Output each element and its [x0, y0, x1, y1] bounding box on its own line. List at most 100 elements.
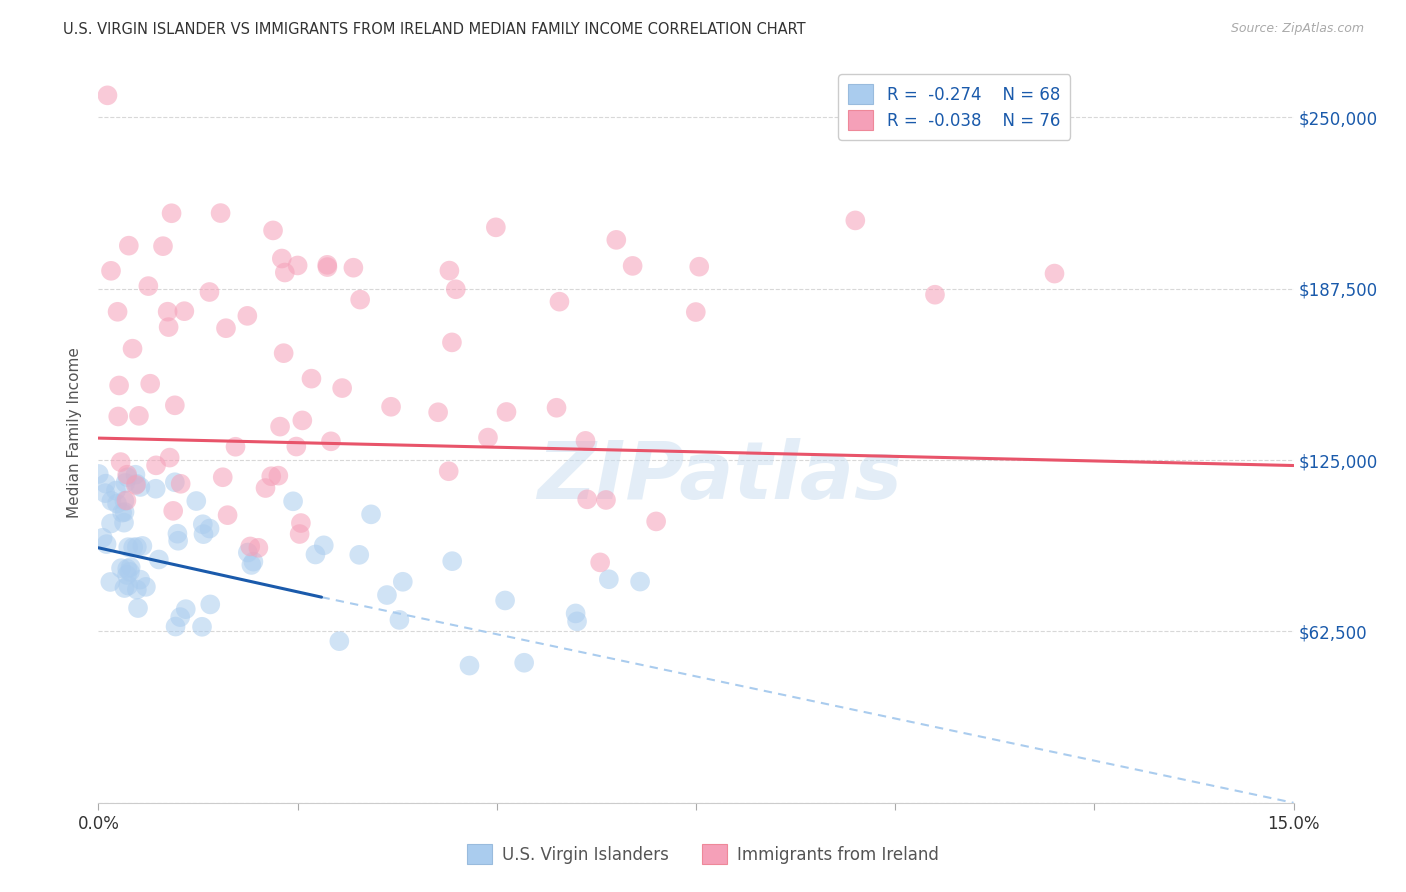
Point — [115, 467, 138, 482]
Point — [117, 540, 139, 554]
Point — [198, 522, 221, 536]
Point — [274, 266, 297, 280]
Point — [440, 335, 463, 350]
Point — [124, 467, 146, 482]
Point — [125, 582, 148, 597]
Point — [254, 481, 277, 495]
Point — [107, 305, 129, 319]
Text: Source: ZipAtlas.com: Source: ZipAtlas.com — [1230, 22, 1364, 36]
Point — [98, 574, 121, 589]
Point — [128, 409, 150, 423]
Point — [117, 578, 139, 592]
Legend: U.S. Virgin Islanders, Immigrants from Ireland: U.S. Virgin Islanders, Immigrants from I… — [460, 838, 946, 871]
Point — [122, 541, 145, 555]
Point — [273, 346, 295, 360]
Point — [260, 469, 283, 483]
Point — [287, 259, 309, 273]
Text: ZIPatlas: ZIPatlas — [537, 438, 903, 516]
Point — [391, 574, 413, 589]
Point — [688, 260, 710, 274]
Point — [225, 440, 247, 454]
Point — [200, 598, 222, 612]
Point — [165, 619, 187, 633]
Point — [388, 613, 411, 627]
Point — [145, 482, 167, 496]
Point — [444, 282, 467, 296]
Text: U.S. VIRGIN ISLANDER VS IMMIGRANTS FROM IRELAND MEDIAN FAMILY INCOME CORRELATION: U.S. VIRGIN ISLANDER VS IMMIGRANTS FROM … — [63, 22, 806, 37]
Point — [239, 540, 262, 554]
Point — [193, 527, 215, 541]
Point — [129, 573, 152, 587]
Point — [360, 508, 382, 522]
Point — [548, 294, 571, 309]
Point — [135, 580, 157, 594]
Point — [1043, 267, 1066, 281]
Point — [301, 371, 323, 385]
Point — [114, 494, 136, 508]
Point — [349, 548, 371, 562]
Point — [104, 483, 127, 498]
Point — [316, 258, 339, 272]
Point — [565, 615, 588, 629]
Point — [844, 213, 866, 227]
Point — [166, 526, 188, 541]
Point — [100, 264, 122, 278]
Point — [115, 568, 138, 582]
Point — [152, 239, 174, 253]
Point — [87, 467, 110, 481]
Point — [267, 468, 290, 483]
Point — [236, 309, 259, 323]
Point — [628, 574, 651, 589]
Point — [94, 476, 117, 491]
Point — [240, 558, 263, 572]
Point — [114, 581, 136, 595]
Point — [242, 555, 264, 569]
Point — [546, 401, 568, 415]
Point — [148, 552, 170, 566]
Point — [262, 223, 284, 237]
Point — [495, 405, 517, 419]
Point — [118, 565, 141, 579]
Point — [96, 537, 118, 551]
Point — [112, 516, 135, 530]
Point — [110, 561, 132, 575]
Point — [349, 293, 371, 307]
Point — [589, 555, 612, 569]
Point — [924, 287, 946, 301]
Point — [163, 398, 186, 412]
Point — [121, 342, 143, 356]
Point — [191, 620, 214, 634]
Point — [162, 504, 184, 518]
Point — [105, 497, 128, 511]
Point — [186, 494, 208, 508]
Legend: R =  -0.274    N = 68, R =  -0.038    N = 76: R = -0.274 N = 68, R = -0.038 N = 76 — [838, 74, 1070, 140]
Point — [281, 494, 304, 508]
Point — [236, 545, 259, 559]
Point — [94, 486, 117, 500]
Point — [100, 493, 122, 508]
Point — [513, 656, 536, 670]
Point — [125, 478, 148, 492]
Point — [157, 320, 180, 334]
Point — [160, 206, 183, 220]
Point — [494, 593, 516, 607]
Point — [330, 381, 353, 395]
Point — [198, 285, 221, 299]
Point — [211, 470, 233, 484]
Point — [127, 601, 149, 615]
Point — [209, 206, 232, 220]
Point — [319, 434, 342, 449]
Point — [621, 259, 644, 273]
Point — [270, 252, 292, 266]
Point — [117, 470, 139, 484]
Point — [441, 554, 464, 568]
Point — [685, 305, 707, 319]
Point — [170, 476, 193, 491]
Point — [145, 458, 167, 473]
Point — [163, 475, 186, 490]
Point — [167, 533, 190, 548]
Point — [125, 476, 148, 491]
Point — [574, 434, 596, 448]
Point — [169, 610, 191, 624]
Point — [156, 304, 179, 318]
